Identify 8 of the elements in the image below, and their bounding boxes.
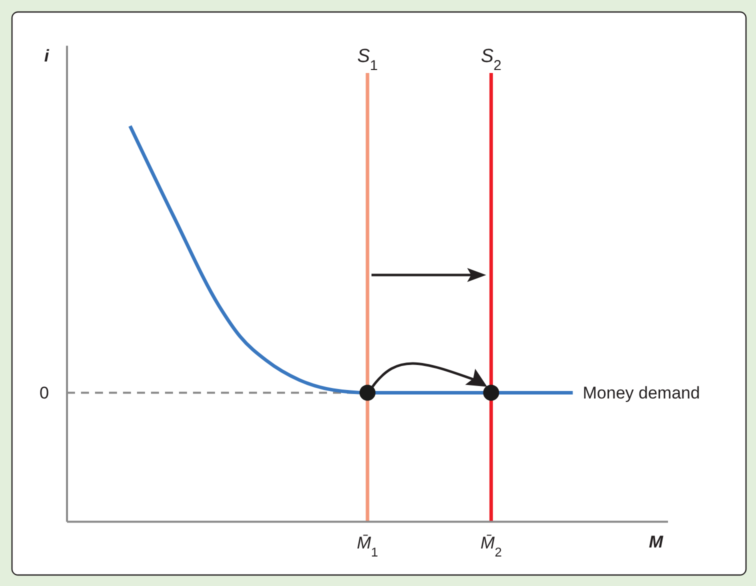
x-tick-label: M̄$_{1}$ <box>356 534 378 560</box>
y-axis-title: i <box>44 46 50 66</box>
series-label: Money demand <box>582 384 700 403</box>
ref-line-label: S$_{2}$ <box>480 46 502 74</box>
x-tick-label: M̄$_{2}$ <box>480 534 502 560</box>
ref-line-label: S$_{1}$ <box>357 46 378 74</box>
ref-line-label: 0 <box>40 384 49 403</box>
x-axis-title: M <box>648 532 664 552</box>
